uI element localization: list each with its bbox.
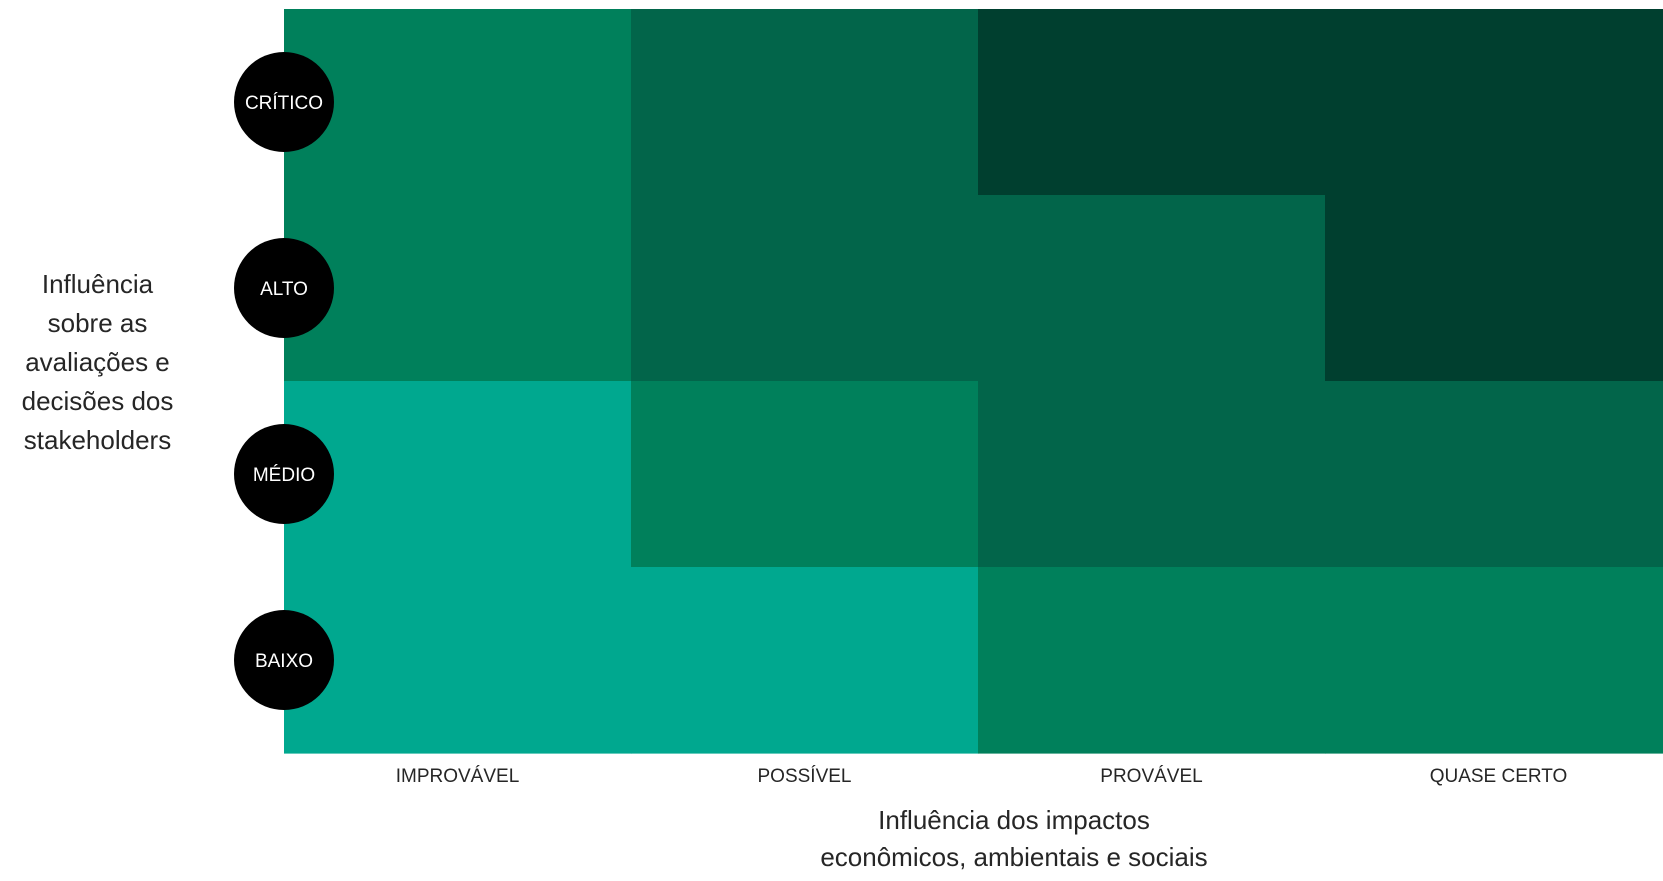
heatmap-cell <box>631 567 979 754</box>
x-axis-title-line: Influência dos impactos <box>878 805 1150 835</box>
heatmap-cell <box>978 9 1326 196</box>
x-tick-label: QUASE CERTO <box>1430 766 1568 787</box>
heatmap-cell <box>284 381 632 568</box>
heatmap-cells <box>284 9 1663 754</box>
x-tick-label: IMPROVÁVEL <box>396 766 520 787</box>
heatmap-cell <box>1325 9 1663 196</box>
y-axis-level-badges: CRÍTICO ALTO MÉDIO BAIXO <box>234 52 334 710</box>
level-badge <box>234 610 334 710</box>
heatmap-cell <box>978 195 1326 382</box>
x-axis-title-line: econômicos, ambientais e sociais <box>820 842 1208 872</box>
y-tick-label: ALTO <box>260 279 308 300</box>
y-axis-title-line: decisões dos <box>21 386 174 416</box>
y-axis-title-line: Influência <box>41 269 154 299</box>
heatmap-cell <box>284 567 632 754</box>
x-axis-tick-labels: IMPROVÁVEL POSSÍVEL PROVÁVEL QUASE CERTO <box>396 766 1568 787</box>
y-axis-title: Influência sobre as avaliações e decisõe… <box>0 265 195 460</box>
heatmap-cell <box>978 567 1326 754</box>
heatmap-cell <box>631 381 979 568</box>
heatmap-cell <box>1325 195 1663 382</box>
x-tick-label: PROVÁVEL <box>1100 766 1202 787</box>
x-axis-title: Influência dos impactos econômicos, ambi… <box>764 802 1264 876</box>
x-tick-label: POSSÍVEL <box>758 766 852 787</box>
heatmap-cell <box>631 195 979 382</box>
heatmap-cell <box>1325 381 1663 568</box>
level-badge <box>234 52 334 152</box>
y-axis-title-line: sobre as <box>47 308 148 338</box>
y-axis-title-line: avaliações e <box>25 347 170 377</box>
y-tick-label: BAIXO <box>255 651 313 672</box>
heatmap-cell <box>284 195 632 382</box>
heatmap-cell <box>284 9 632 196</box>
level-badge <box>234 424 334 524</box>
level-badge <box>234 238 334 338</box>
y-tick-label: MÉDIO <box>253 465 315 486</box>
heatmap-cell <box>1325 567 1663 754</box>
y-axis-title-line: stakeholders <box>23 425 172 455</box>
heatmap-cell <box>631 9 979 196</box>
heatmap-cell <box>978 381 1326 568</box>
y-tick-label: CRÍTICO <box>245 93 323 114</box>
